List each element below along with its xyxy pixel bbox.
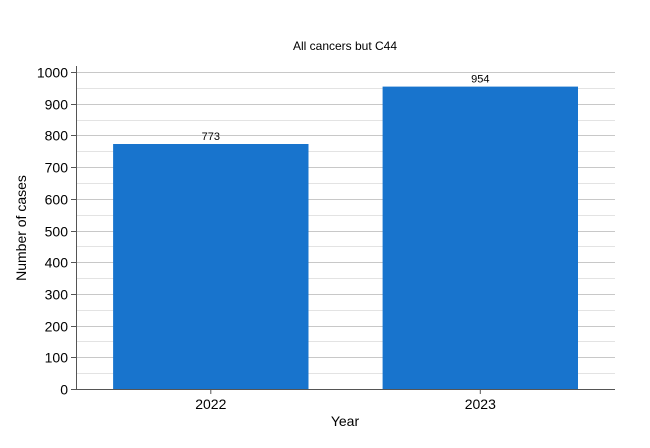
bars	[113, 86, 578, 389]
data-label: 954	[471, 74, 489, 86]
axes	[71, 66, 615, 394]
x-axis-label: Year	[331, 413, 360, 429]
y-tick-label: 200	[45, 319, 69, 335]
x-tick-label: 2023	[465, 396, 496, 412]
x-tick-label: 2022	[195, 396, 226, 412]
y-axis-label: Number of cases	[13, 175, 29, 281]
y-tick-label: 300	[45, 287, 69, 303]
y-tick-label: 800	[45, 128, 69, 144]
y-tick-label: 400	[45, 255, 69, 271]
y-tick-label: 900	[45, 97, 69, 113]
y-tick-label: 600	[45, 192, 69, 208]
y-tick-label: 700	[45, 160, 69, 176]
bar-2022	[113, 144, 309, 389]
y-tick-label: 500	[45, 224, 69, 240]
bar-2023	[382, 86, 578, 389]
y-tick-label: 0	[60, 382, 68, 398]
labels: 773 2022 954 2023 0 100 200 300 400 500 600 700 800 9…	[37, 65, 496, 413]
y-tick-label: 1000	[37, 65, 68, 81]
data-label: 773	[202, 131, 220, 143]
chart-title: All cancers but C44	[293, 39, 397, 53]
y-tick-label: 100	[45, 350, 69, 366]
